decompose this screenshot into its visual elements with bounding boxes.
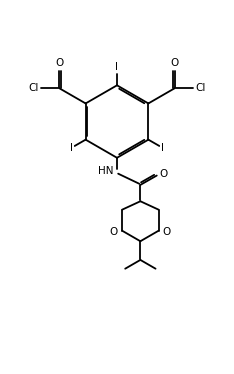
Text: I: I <box>116 62 118 72</box>
Text: HN: HN <box>98 166 113 176</box>
Text: I: I <box>70 142 73 153</box>
Text: Cl: Cl <box>28 83 38 93</box>
Text: O: O <box>159 169 167 180</box>
Text: O: O <box>55 58 63 68</box>
Text: O: O <box>163 227 171 237</box>
Text: O: O <box>110 227 118 237</box>
Text: O: O <box>171 58 179 68</box>
Text: I: I <box>161 142 164 153</box>
Text: Cl: Cl <box>196 83 206 93</box>
